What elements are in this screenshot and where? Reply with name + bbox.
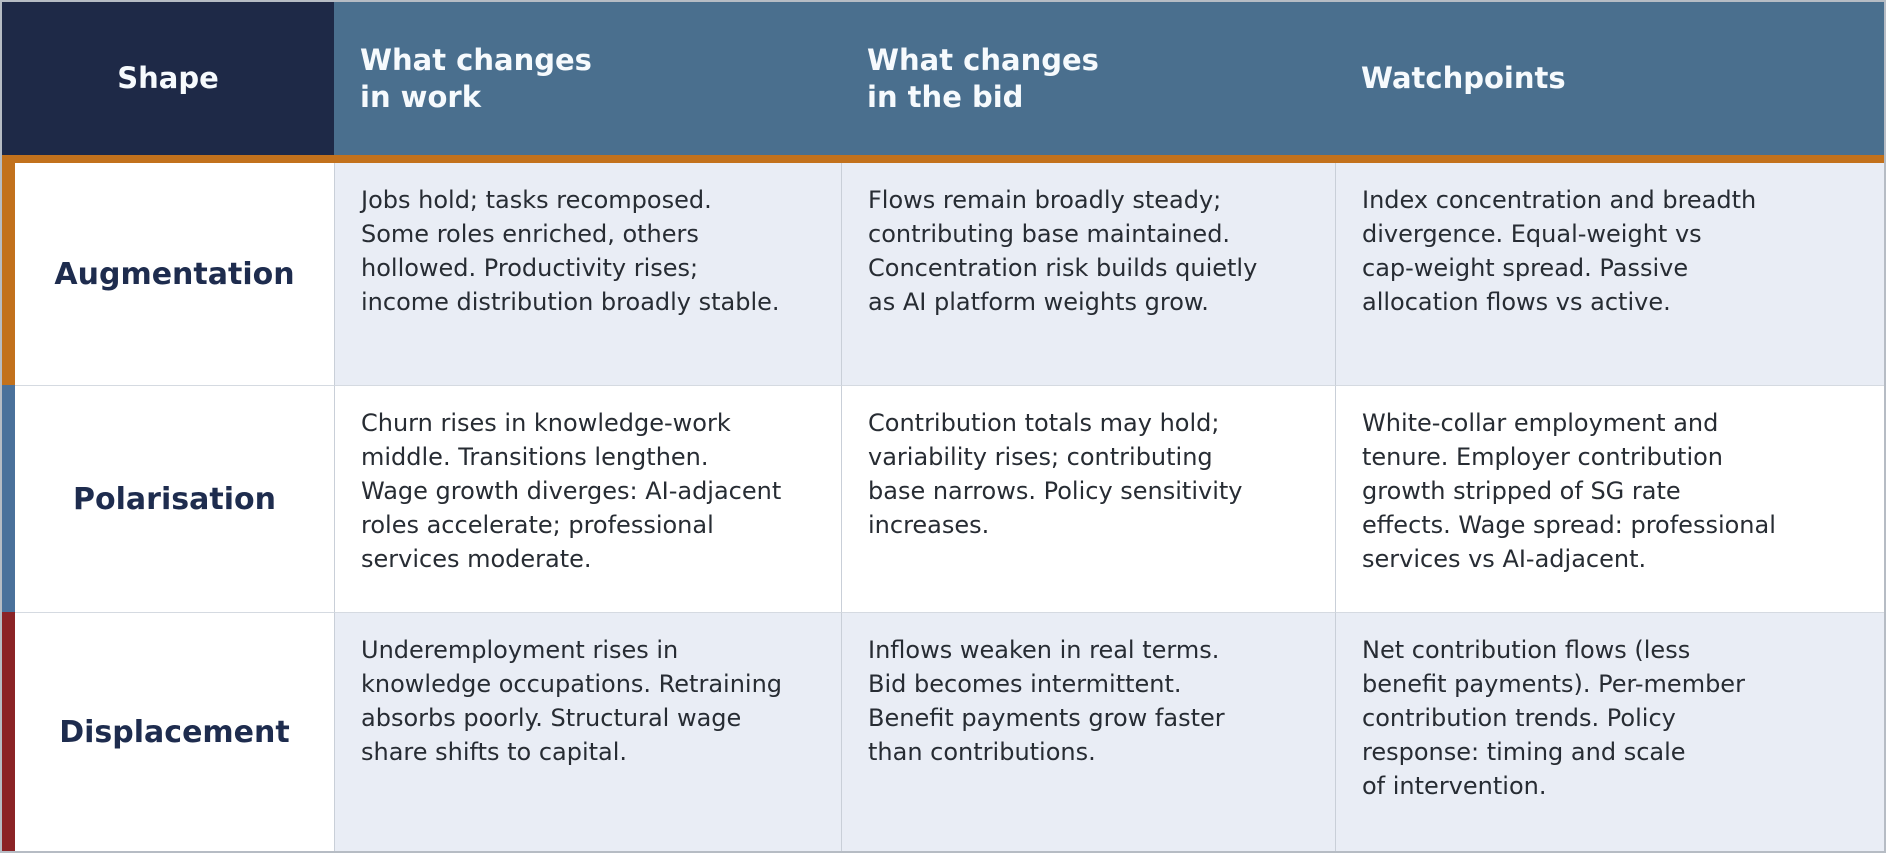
displacement-accent-bar <box>2 612 15 851</box>
row-label-polarisation: Polarisation <box>73 481 276 517</box>
column-header-watchpoints: Watchpoints <box>1335 2 1884 155</box>
polarisation-accent-bar <box>2 385 15 612</box>
displacement-bid-cell: Inflows weaken in real terms. Bid become… <box>841 612 1335 851</box>
augmentation-bid-cell: Flows remain broadly steady; contributin… <box>841 163 1335 385</box>
table-row-augmentation-label-cell: Augmentation <box>2 162 334 385</box>
augmentation-watchpoints-cell: Index concentration and breadth divergen… <box>1335 163 1884 385</box>
column-header-watchpoints-label: Watchpoints <box>1361 61 1566 95</box>
column-header-shape-label: Shape <box>117 61 219 95</box>
column-header-bid: What changes in the bid <box>841 2 1335 155</box>
polarisation-bid-cell: Contribution totals may hold; variabilit… <box>841 385 1335 612</box>
polarisation-work-cell: Churn rises in knowledge-work middle. Tr… <box>334 385 841 612</box>
augmentation-accent-bar <box>2 162 15 385</box>
displacement-watchpoints-cell: Net contribution flows (less benefit pay… <box>1335 612 1884 851</box>
displacement-work-cell: Underemployment rises in knowledge occup… <box>334 612 841 851</box>
column-header-shape: Shape <box>2 2 334 155</box>
column-header-bid-label: What changes in the bid <box>867 42 1099 114</box>
table-row-polarisation-label-cell: Polarisation <box>2 385 334 612</box>
row-label-augmentation: Augmentation <box>54 256 295 292</box>
table-row-displacement-label-cell: Displacement <box>2 612 334 851</box>
augmentation-work-cell: Jobs hold; tasks recomposed. Some roles … <box>334 163 841 385</box>
header-underline <box>2 155 1884 163</box>
row-label-displacement: Displacement <box>59 714 290 750</box>
column-header-work-label: What changes in work <box>360 42 592 114</box>
column-header-work: What changes in work <box>334 2 841 155</box>
polarisation-watchpoints-cell: White-collar employment and tenure. Empl… <box>1335 385 1884 612</box>
